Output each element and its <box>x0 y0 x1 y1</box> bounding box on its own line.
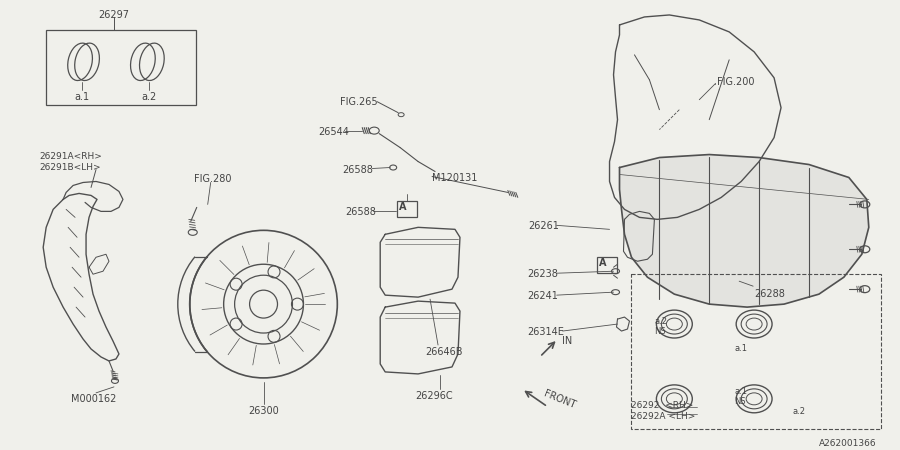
Text: 26288: 26288 <box>754 289 785 299</box>
Text: 26292A <LH>: 26292A <LH> <box>632 412 696 421</box>
Text: FIG.200: FIG.200 <box>717 77 755 87</box>
Text: a.2: a.2 <box>792 407 805 416</box>
Text: 26300: 26300 <box>248 406 279 416</box>
Text: A: A <box>598 258 607 268</box>
Text: 26238: 26238 <box>526 269 558 279</box>
Polygon shape <box>619 154 868 307</box>
Text: 26588: 26588 <box>342 165 374 175</box>
Text: a.1: a.1 <box>734 387 747 396</box>
Bar <box>632 274 881 429</box>
Text: 26292  <RH>: 26292 <RH> <box>632 401 694 410</box>
Text: 26296C: 26296C <box>415 391 453 401</box>
Text: a.2: a.2 <box>654 317 668 326</box>
Text: FIG.280: FIG.280 <box>194 175 231 184</box>
Bar <box>46 30 195 105</box>
Text: a.1: a.1 <box>75 92 90 102</box>
Text: M120131: M120131 <box>432 172 477 183</box>
Text: A: A <box>400 202 407 212</box>
Text: NS: NS <box>734 397 746 406</box>
Text: 26297: 26297 <box>98 10 130 20</box>
Text: NS: NS <box>654 327 666 336</box>
Bar <box>397 202 417 217</box>
Bar <box>597 257 617 273</box>
Text: 26291A<RH>: 26291A<RH> <box>40 152 102 161</box>
Text: 26261: 26261 <box>527 221 559 231</box>
Text: 26314E: 26314E <box>526 327 563 337</box>
Text: a.1: a.1 <box>734 344 747 353</box>
Text: 26646B: 26646B <box>425 347 463 357</box>
Text: IN: IN <box>562 336 572 346</box>
Text: 26241: 26241 <box>526 291 558 301</box>
Text: FIG.265: FIG.265 <box>340 97 378 107</box>
Text: FRONT: FRONT <box>543 389 578 411</box>
Text: 26291B<LH>: 26291B<LH> <box>40 162 101 171</box>
Text: 26588: 26588 <box>346 207 376 217</box>
Text: 26544: 26544 <box>319 126 349 137</box>
Text: M000162: M000162 <box>71 394 116 404</box>
Text: A262001366: A262001366 <box>819 439 877 448</box>
Text: a.2: a.2 <box>141 92 157 102</box>
